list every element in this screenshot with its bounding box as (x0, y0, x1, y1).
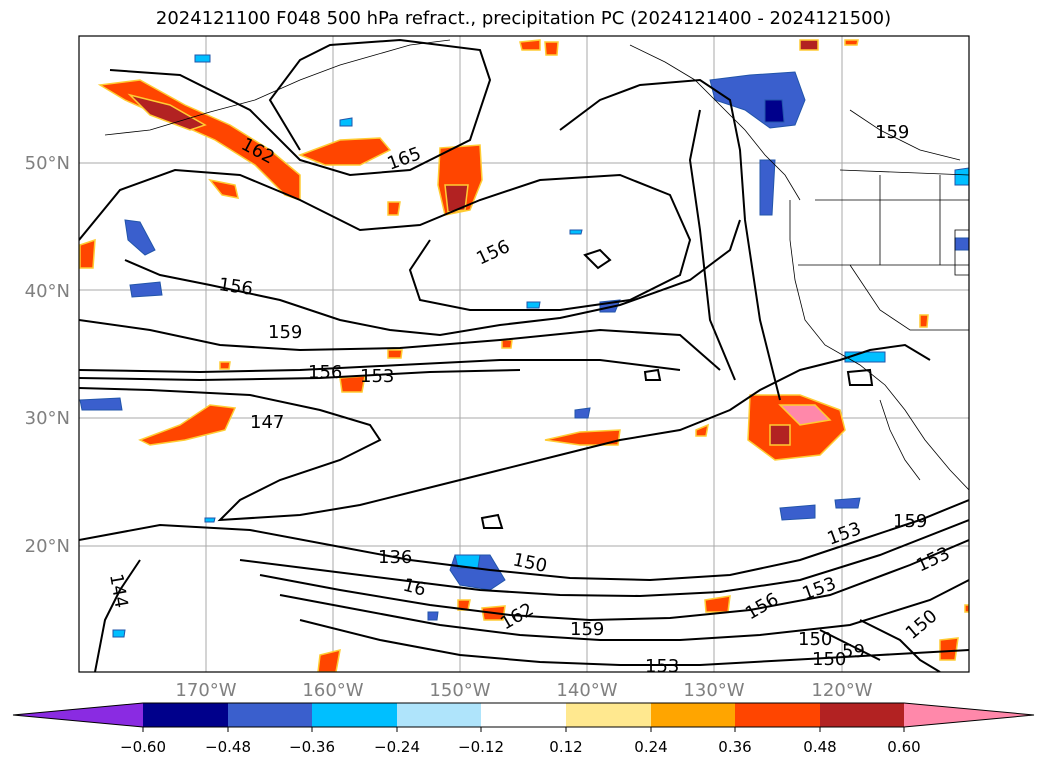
precip-negative (79, 54, 969, 638)
colorbar-segment (651, 703, 735, 727)
colorbar-segment (312, 703, 397, 727)
precip-positive (79, 39, 969, 672)
contour-label: 159 (893, 511, 927, 532)
contour-label: 159 (268, 322, 302, 343)
map-title: 2024121100 F048 500 hPa refract., precip… (155, 8, 892, 29)
contour-label: 153 (645, 656, 679, 677)
colorbar-tick-label: 0.36 (718, 738, 751, 756)
colorbar-segment (820, 703, 904, 727)
contours (79, 38, 969, 672)
colorbar-segment (566, 703, 651, 727)
contour-label: 147 (250, 412, 284, 433)
lat-label: 40°N (25, 281, 70, 302)
colorbar-tick-label: 0.24 (634, 738, 667, 756)
lon-label: 140°W (556, 680, 617, 701)
contour-label: 156 (473, 236, 513, 270)
lat-label: 20°N (25, 536, 70, 557)
map-frame (78, 35, 970, 673)
contour-label: 16 (401, 575, 429, 601)
colorbar-right-arrow (904, 703, 1034, 727)
lat-label: 30°N (25, 408, 70, 429)
contour-label: 153 (913, 543, 953, 577)
lon-label: 150°W (429, 680, 490, 701)
colorbar-tick-label: 0.12 (549, 738, 582, 756)
contour-label: 165 (385, 143, 424, 174)
colorbar-tick-label: −0.60 (120, 738, 166, 756)
colorbar-tick-label: −0.36 (289, 738, 335, 756)
contour-label: 159 (570, 619, 604, 640)
contour-label: 162 (497, 599, 537, 634)
colorbar-tick-label: −0.12 (458, 738, 504, 756)
contour-label: 150 (902, 606, 942, 644)
lat-label: 50°N (25, 153, 70, 174)
colorbar-segment (481, 703, 566, 727)
contour-label: 156 (742, 589, 782, 624)
colorbar: −0.60 −0.48 −0.36 −0.24 −0.12 0.12 0.24 … (12, 702, 1035, 756)
colorbar-segment (397, 703, 481, 727)
colorbar-tick-label: −0.48 (205, 738, 251, 756)
contour-label: 136 (378, 547, 412, 568)
contour-label: 150 (798, 629, 832, 650)
colorbar-segment (228, 703, 312, 727)
longitude-labels: 170°W 160°W 150°W 140°W 130°W 120°W (175, 680, 872, 701)
contour-label: 153 (825, 518, 864, 549)
colorbar-segment (143, 703, 228, 727)
lon-label: 170°W (175, 680, 236, 701)
contour-labels: 162 165 156 159 156 159 156 153 147 136 … (105, 122, 953, 677)
latitude-labels: 50°N 40°N 30°N 20°N (25, 153, 70, 557)
lon-label: 160°W (302, 680, 363, 701)
contour-label: 156 (217, 274, 254, 300)
contour-label: 159 (875, 122, 909, 143)
contour-label: 150 (812, 649, 846, 670)
contour-label: 156 (308, 362, 342, 383)
colorbar-tick-label: 0.48 (803, 738, 836, 756)
colorbar-left-arrow (13, 703, 143, 727)
lon-label: 130°W (683, 680, 744, 701)
contour-label: 59 (842, 641, 865, 662)
lon-label: 120°W (811, 680, 872, 701)
contour-label: 153 (360, 366, 394, 387)
colorbar-segment (735, 703, 820, 727)
colorbar-tick-label: −0.24 (374, 738, 420, 756)
colorbar-tick-label: 0.60 (887, 738, 920, 756)
contour-label: 144 (105, 572, 132, 609)
